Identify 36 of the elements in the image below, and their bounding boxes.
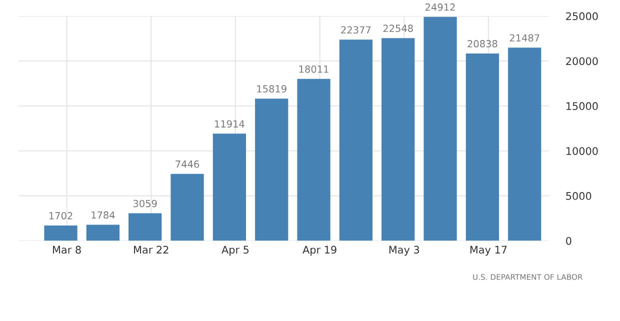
bar <box>212 134 246 241</box>
y-tick-label: 10000 <box>566 147 598 155</box>
y-tick-label: 20000 <box>566 57 598 66</box>
data-label: 18011 <box>299 65 328 73</box>
data-label: 11914 <box>215 120 244 128</box>
bar <box>128 213 162 241</box>
y-tick-label: 0 <box>566 236 572 245</box>
data-label: 21487 <box>510 34 540 42</box>
y-tick-label: 5000 <box>566 192 592 200</box>
x-tick-label: May 3 <box>389 246 420 256</box>
x-tick-label: Apr 5 <box>222 246 249 256</box>
bar <box>297 78 330 241</box>
bar <box>382 38 415 241</box>
data-label: 15819 <box>257 85 286 93</box>
bar <box>508 48 542 241</box>
data-label: 3059 <box>133 200 157 208</box>
bar <box>255 98 288 241</box>
y-tick-label: 15000 <box>566 102 598 110</box>
x-tick-label: May 17 <box>470 246 507 256</box>
bar <box>44 225 78 241</box>
y-tick-label: 25000 <box>566 12 598 20</box>
data-label: 1784 <box>92 211 115 219</box>
x-tick-label: Mar 22 <box>134 246 168 254</box>
data-label: 20838 <box>468 40 498 48</box>
x-tick-label: Apr 19 <box>302 246 336 256</box>
bar <box>170 174 204 241</box>
bar <box>424 16 457 241</box>
data-label: 22548 <box>383 24 413 32</box>
data-label: 1702 <box>49 212 72 220</box>
data-label: 24912 <box>426 3 455 11</box>
x-tick-label: Mar 8 <box>53 246 81 254</box>
bar <box>86 224 120 241</box>
bar <box>466 53 500 241</box>
data-label: 7446 <box>176 160 200 168</box>
data-label: 22377 <box>341 26 371 34</box>
bar <box>339 40 372 241</box>
